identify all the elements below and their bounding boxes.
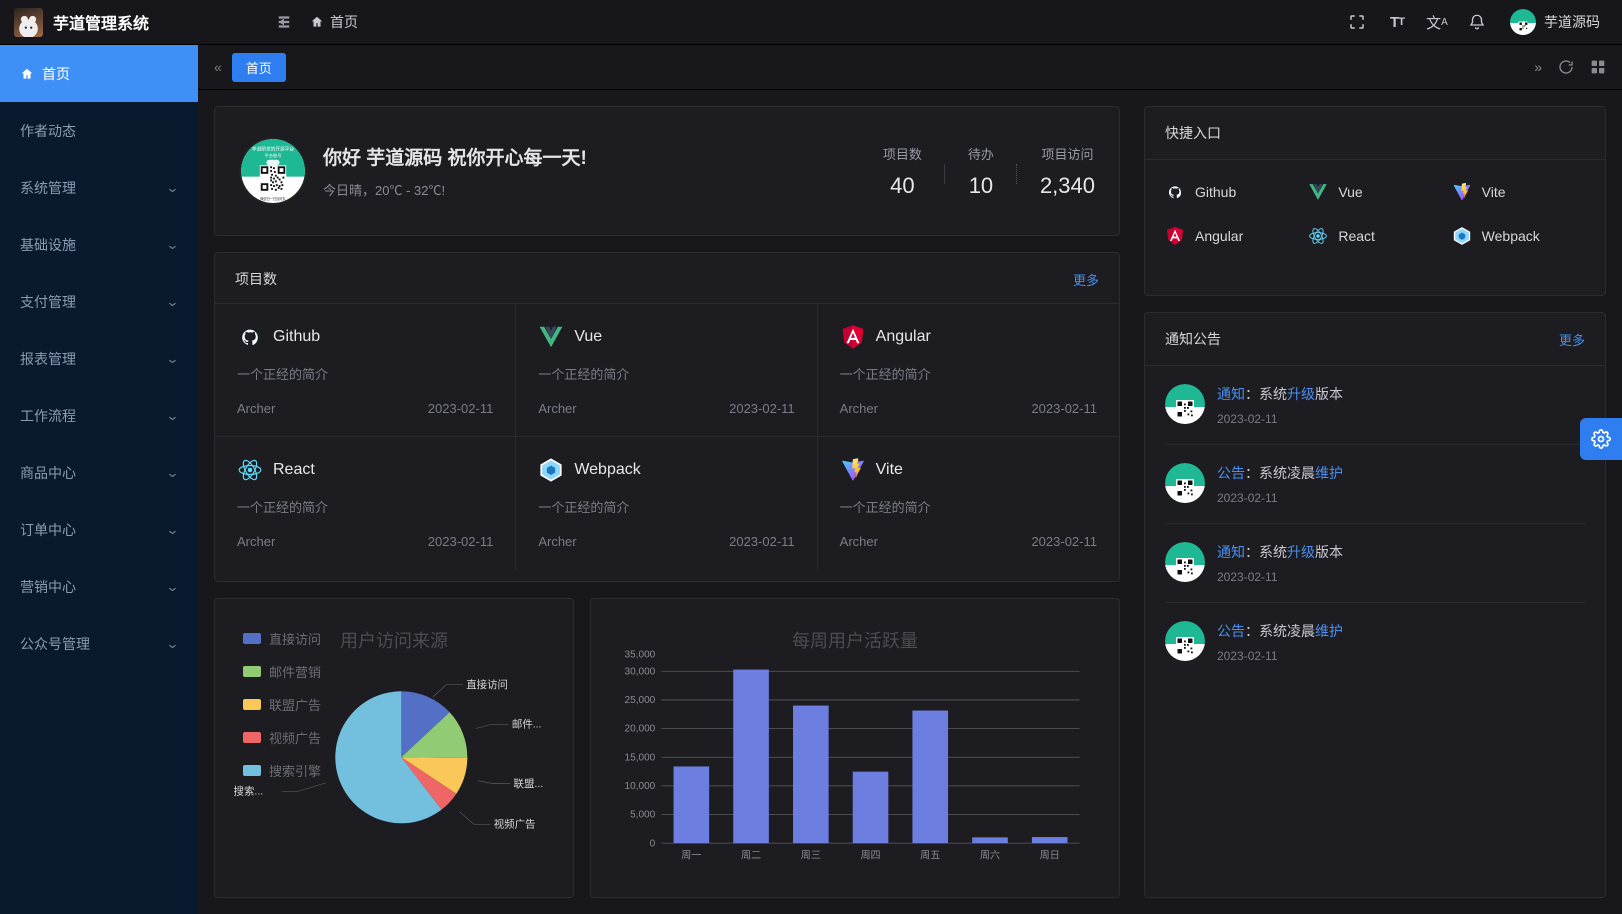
svg-text:20,000: 20,000: [624, 724, 655, 735]
svg-text:0: 0: [650, 838, 656, 849]
svg-text:周二: 周二: [741, 850, 761, 862]
svg-text:周五: 周五: [920, 850, 940, 862]
svg-text:直接访问: 直接访问: [466, 678, 508, 691]
svg-text:25,000: 25,000: [624, 695, 655, 706]
svg-text:周一: 周一: [681, 850, 701, 862]
svg-text:30,000: 30,000: [624, 666, 655, 677]
svg-text:15,000: 15,000: [624, 752, 655, 763]
svg-text:周四: 周四: [860, 850, 880, 862]
svg-text:35,000: 35,000: [624, 649, 655, 660]
svg-text:周六: 周六: [980, 850, 1000, 862]
svg-text:10,000: 10,000: [624, 781, 655, 792]
svg-text:联盟...: 联盟...: [514, 778, 544, 790]
svg-text:邮件...: 邮件...: [512, 718, 542, 731]
svg-text:周日: 周日: [1040, 850, 1060, 862]
svg-text:微信扫一扫加好友: 微信扫一扫加好友: [260, 196, 286, 201]
svg-text:5,000: 5,000: [630, 810, 656, 821]
svg-text:周三: 周三: [801, 850, 821, 862]
svg-text:平台账号: 平台账号: [265, 152, 282, 159]
svg-text:芋道研发的开源平台: 芋道研发的开源平台: [252, 145, 295, 152]
svg-text:搜索...: 搜索...: [234, 785, 264, 798]
svg-text:视频广告: 视频广告: [494, 818, 536, 831]
